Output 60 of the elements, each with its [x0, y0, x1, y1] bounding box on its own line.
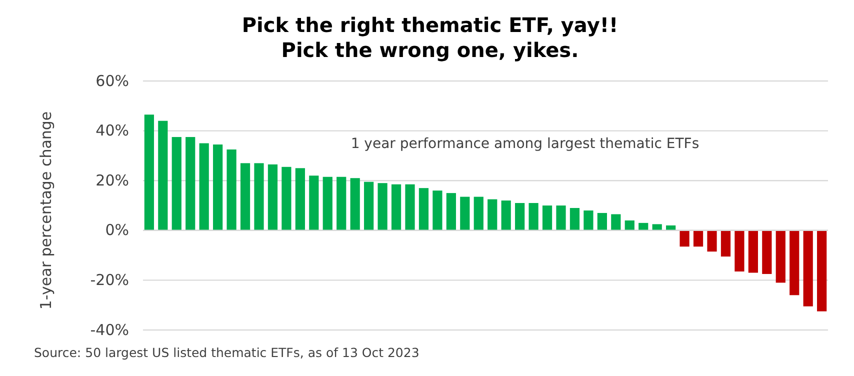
y-tick-label: 60%: [96, 72, 129, 90]
bar: [611, 214, 621, 230]
y-tick-label: 40%: [96, 122, 129, 140]
bar: [652, 224, 662, 230]
y-tick-label: 20%: [96, 171, 129, 190]
bar: [446, 193, 456, 230]
bar: [542, 206, 552, 230]
bar: [350, 178, 360, 230]
bar: [268, 164, 278, 230]
bar: [226, 149, 236, 230]
bar: [803, 230, 813, 306]
bar: [254, 163, 264, 230]
bar: [584, 210, 594, 230]
bar: [638, 222, 648, 230]
bar: [336, 176, 346, 230]
bar: [624, 220, 634, 230]
bar: [432, 190, 442, 230]
y-axis-title: 1-year percentage change: [37, 111, 55, 310]
bar: [391, 184, 402, 230]
bar: [501, 200, 511, 230]
bar: [817, 230, 827, 312]
y-tick-label: 0%: [105, 221, 129, 240]
bar: [762, 230, 772, 274]
bar: [474, 196, 484, 230]
bar: [460, 196, 470, 230]
bar: [734, 230, 744, 272]
bar: [378, 183, 388, 230]
bar: [158, 120, 168, 230]
annotation: 1 year performance among largest thematic ETFs: [350, 136, 700, 152]
bar: [570, 208, 580, 230]
bar: [707, 230, 717, 252]
chart-title: Pick the right thematic ETF, yay!! Pick the wrong one, yikes.: [242, 13, 618, 62]
source-note: Source: 50 largest US listed thematic ETFs, as of 13 Oct 2023: [34, 345, 420, 360]
bar: [776, 230, 786, 283]
bar: [790, 230, 800, 296]
bar: [405, 184, 415, 230]
bar: [680, 230, 690, 247]
y-tick-label: -40%: [90, 320, 129, 339]
bar: [172, 137, 182, 230]
bar: [418, 188, 429, 230]
bar: [309, 176, 319, 230]
bar: [199, 143, 209, 230]
bar: [144, 114, 154, 230]
bar: [720, 230, 731, 257]
bar: [240, 163, 250, 230]
y-tick-label: -20%: [90, 271, 129, 289]
bar: [295, 168, 305, 230]
bar: [515, 203, 525, 230]
bar: [597, 212, 607, 230]
bar: [556, 206, 566, 230]
bar: [282, 166, 292, 230]
bar: [488, 199, 498, 230]
bar: [322, 176, 332, 230]
bar: [748, 230, 758, 273]
bar: [666, 225, 676, 230]
bar: [528, 203, 538, 230]
bar: [213, 144, 223, 230]
bar: [364, 182, 374, 230]
bar: [186, 137, 196, 230]
bar: [693, 230, 704, 247]
